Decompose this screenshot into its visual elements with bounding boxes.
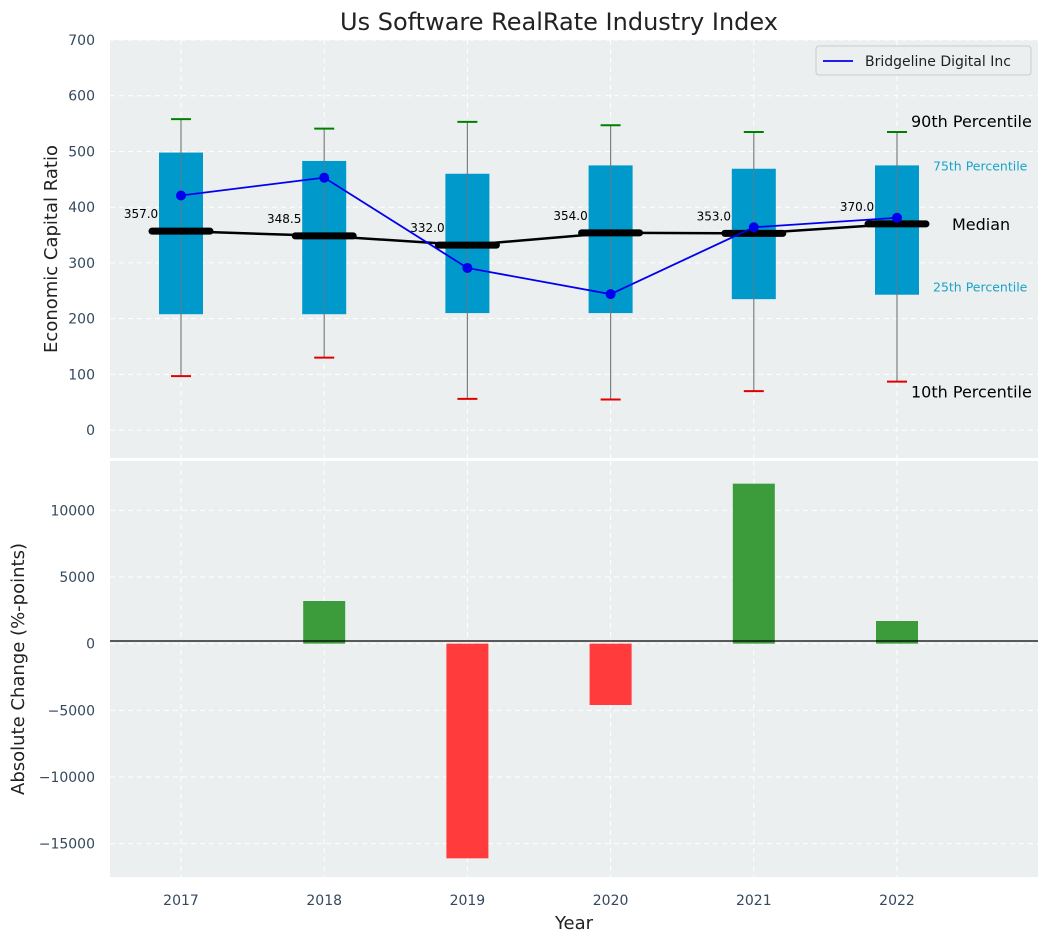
bottom-y-tick-label: 5000	[59, 570, 95, 586]
series-point-2021	[748, 222, 759, 233]
legend: Bridgeline Digital Inc	[815, 45, 1032, 76]
annotation-p75: 75th Percentile	[933, 158, 1028, 173]
annotation-median: Median	[952, 215, 1010, 234]
x-tick-label: 2022	[879, 893, 915, 909]
series-point-2018	[319, 172, 330, 183]
top-y-tick-label: 400	[68, 200, 95, 216]
bar-2022	[876, 621, 918, 644]
top-y-tick-label: 0	[86, 423, 95, 439]
x-tick-label: 2021	[736, 893, 772, 909]
median-value-label: 357.0	[124, 207, 158, 221]
bottom-y-tick-label: −15000	[39, 837, 95, 853]
x-tick-label: 2020	[593, 893, 629, 909]
company-series	[176, 172, 902, 300]
bottom-y-tick-label: 10000	[50, 503, 95, 519]
top-y-tick-label: 200	[68, 312, 95, 328]
change-bars	[303, 483, 918, 859]
bottom-panel-background	[110, 461, 1038, 877]
top-y-tick-label: 500	[68, 144, 95, 160]
top-y-ticks: 0 100 200 300 400 500 600 700	[68, 33, 95, 439]
top-y-axis-title: Economic Capital Ratio	[41, 145, 62, 353]
annotation-p25: 25th Percentile	[933, 280, 1028, 295]
annotation-p10: 10th Percentile	[911, 383, 1032, 402]
annotation-p90: 90th Percentile	[911, 112, 1032, 131]
bar-2021	[732, 483, 775, 644]
bar-2020	[589, 643, 632, 705]
top-y-tick-label: 700	[68, 33, 95, 49]
series-line	[180, 176, 898, 296]
x-tick-label: 2018	[306, 893, 342, 909]
median-value-label: 353.0	[697, 209, 731, 223]
series-point-2017	[176, 190, 186, 201]
top-y-tick-label: 300	[68, 256, 95, 272]
series-point-2019	[462, 262, 473, 273]
x-axis-title: Year	[554, 913, 594, 934]
median-value-label: 332.0	[410, 221, 444, 235]
chart-title: Us Software RealRate Industry Index	[340, 8, 778, 36]
median-line-group: 357.0 348.5 332.0 354.0 353.0 370.0	[124, 200, 930, 249]
x-tick-label: 2019	[450, 893, 486, 909]
bottom-y-ticks: −15000 −10000 −5000 0 5000 10000	[39, 503, 95, 852]
top-y-tick-label: 100	[68, 367, 95, 383]
x-tick-label: 2017	[163, 893, 199, 909]
median-value-label: 348.5	[267, 212, 301, 226]
series-point-2020	[605, 289, 616, 300]
bottom-y-axis-title: Absolute Change (%-points)	[8, 543, 29, 795]
bottom-y-tick-label: −5000	[48, 703, 95, 719]
percentile-annotations: 90th Percentile 75th Percentile Median 25th…	[911, 112, 1032, 402]
x-axis-ticks: 2017 2018 2019 2020 2021 2022	[163, 893, 915, 909]
bar-2019	[446, 643, 489, 859]
median-value-label: 370.0	[840, 200, 874, 214]
legend-label: Bridgeline Digital Inc	[865, 54, 1011, 70]
top-y-tick-label: 600	[68, 89, 95, 105]
bottom-y-tick-label: 0	[86, 637, 95, 653]
bottom-y-tick-label: −10000	[39, 770, 95, 786]
series-point-2022	[892, 212, 902, 223]
bar-2018	[303, 601, 346, 644]
median-value-label: 354.0	[553, 209, 587, 223]
